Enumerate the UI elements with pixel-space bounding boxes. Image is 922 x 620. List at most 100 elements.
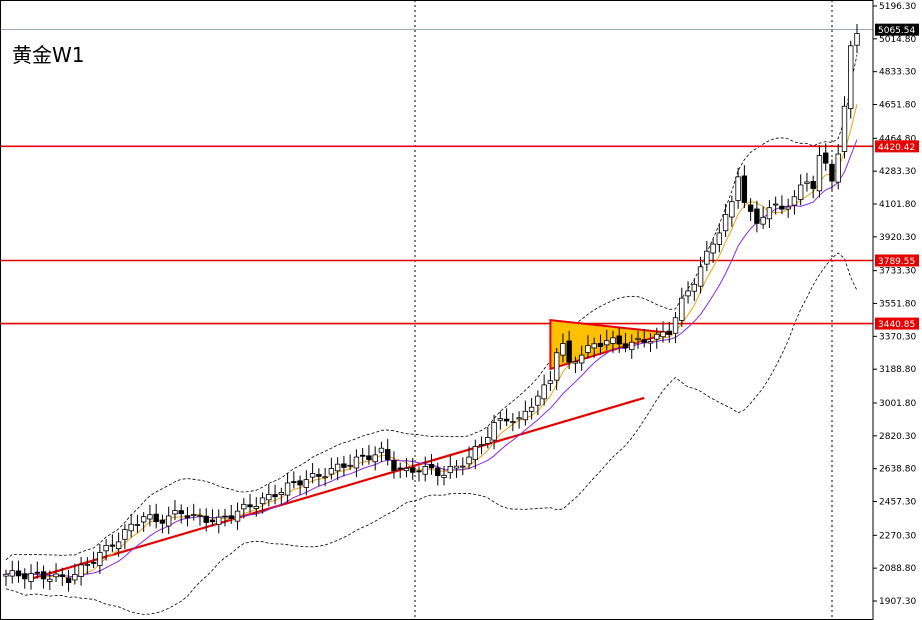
y-tick-label: 3551.80 bbox=[879, 300, 916, 310]
candle-bullish bbox=[241, 503, 247, 510]
candle-bearish bbox=[666, 330, 672, 335]
candle-bullish bbox=[165, 515, 172, 527]
y-tick-label: 3733.30 bbox=[879, 267, 916, 277]
candle-bullish bbox=[447, 466, 453, 474]
candle-bearish bbox=[40, 571, 47, 580]
candle-bullish bbox=[197, 515, 203, 518]
candle-bullish bbox=[3, 573, 9, 577]
candle-bullish bbox=[28, 573, 34, 582]
candle-bullish bbox=[704, 250, 710, 265]
candle-bearish bbox=[428, 463, 435, 469]
candle-bullish bbox=[766, 207, 773, 220]
candle-bearish bbox=[159, 519, 166, 524]
candle-bullish bbox=[610, 337, 616, 344]
candle-bullish bbox=[660, 331, 666, 338]
candle-bearish bbox=[503, 418, 510, 422]
candle-bearish bbox=[316, 474, 322, 477]
candle-bearish bbox=[247, 504, 253, 508]
chart-title: 黄金W1 bbox=[12, 43, 85, 67]
candle-bullish bbox=[147, 514, 153, 520]
y-tick-label: 3001.80 bbox=[879, 399, 916, 409]
candle-bullish bbox=[572, 361, 579, 364]
candle-bullish bbox=[735, 176, 741, 201]
candle-bearish bbox=[391, 460, 397, 471]
candle-bullish bbox=[816, 155, 823, 192]
level-price-badge bbox=[875, 254, 919, 267]
candle-bullish bbox=[466, 456, 472, 465]
candle-bullish bbox=[679, 297, 685, 321]
candle-bullish bbox=[140, 516, 147, 523]
candle-bearish bbox=[203, 515, 209, 523]
candle-bullish bbox=[541, 384, 547, 400]
y-tick-label: 2638.80 bbox=[879, 465, 916, 475]
candle-bullish bbox=[716, 232, 723, 245]
level-price-badge bbox=[875, 317, 919, 330]
y-tick-label: 4101.80 bbox=[879, 200, 916, 210]
candle-bullish bbox=[259, 497, 266, 505]
candle-bullish bbox=[797, 184, 804, 200]
y-tick-label: 2270.30 bbox=[879, 531, 916, 541]
candle-bearish bbox=[741, 175, 748, 203]
candle-bullish bbox=[422, 466, 428, 475]
candle-bullish bbox=[591, 343, 597, 349]
candle-bullish bbox=[328, 468, 335, 475]
candle-bullish bbox=[497, 418, 504, 421]
y-tick-label: 5014.80 bbox=[879, 35, 916, 45]
candle-bullish bbox=[841, 105, 848, 152]
candle-bullish bbox=[372, 454, 378, 463]
candle-bullish bbox=[115, 541, 122, 550]
candle-bullish bbox=[334, 463, 341, 472]
candle-bearish bbox=[384, 449, 391, 460]
candle-bullish bbox=[72, 574, 78, 581]
candle-bullish bbox=[791, 196, 798, 206]
candle-bullish bbox=[560, 343, 566, 356]
candle-bearish bbox=[341, 463, 347, 468]
candle-bullish bbox=[234, 510, 241, 522]
candle-bullish bbox=[128, 523, 134, 532]
candle-bearish bbox=[435, 467, 441, 476]
ma-fast-line bbox=[5, 103, 858, 579]
candle-bullish bbox=[785, 206, 791, 210]
candle-bullish bbox=[547, 380, 554, 384]
candle-bullish bbox=[9, 570, 15, 577]
candle-bearish bbox=[359, 454, 366, 457]
candle-bearish bbox=[272, 494, 278, 498]
candle-bullish bbox=[553, 352, 560, 381]
candle-bearish bbox=[209, 519, 216, 523]
candle-bullish bbox=[729, 201, 735, 218]
y-tick-label: 2088.80 bbox=[879, 564, 916, 574]
candle-bearish bbox=[754, 208, 760, 224]
candle-bullish bbox=[772, 203, 779, 206]
candle-bearish bbox=[291, 481, 297, 483]
candle-bullish bbox=[403, 468, 410, 472]
candle-bullish bbox=[472, 446, 479, 461]
candle-bullish bbox=[278, 492, 285, 496]
candle-bullish bbox=[697, 266, 704, 287]
candle-bullish bbox=[172, 510, 178, 515]
candle-bullish bbox=[722, 213, 729, 232]
candle-bearish bbox=[410, 467, 416, 473]
rising-trendline bbox=[30, 396, 645, 580]
candle-bullish bbox=[253, 505, 259, 509]
candle-bullish bbox=[441, 474, 447, 478]
candle-bullish bbox=[122, 529, 128, 540]
candle-bearish bbox=[34, 571, 40, 574]
candle-bearish bbox=[366, 455, 372, 460]
candle-bearish bbox=[15, 570, 22, 577]
current-price-label: 5065.54 bbox=[878, 26, 915, 36]
candle-bullish bbox=[134, 524, 141, 526]
candle-bearish bbox=[109, 544, 116, 547]
candle-bearish bbox=[416, 470, 422, 473]
candle-bearish bbox=[641, 339, 647, 343]
level-price-label: 3440.85 bbox=[878, 320, 915, 330]
candle-bearish bbox=[616, 335, 622, 345]
candle-bullish bbox=[635, 337, 641, 340]
candle-bearish bbox=[823, 152, 829, 164]
candle-bullish bbox=[47, 578, 53, 582]
candle-bullish bbox=[647, 341, 654, 344]
candle-bullish bbox=[78, 564, 84, 577]
candle-bearish bbox=[228, 515, 234, 519]
candle-bullish bbox=[522, 410, 529, 421]
candle-bullish bbox=[516, 417, 522, 420]
candle-bullish bbox=[528, 406, 535, 412]
